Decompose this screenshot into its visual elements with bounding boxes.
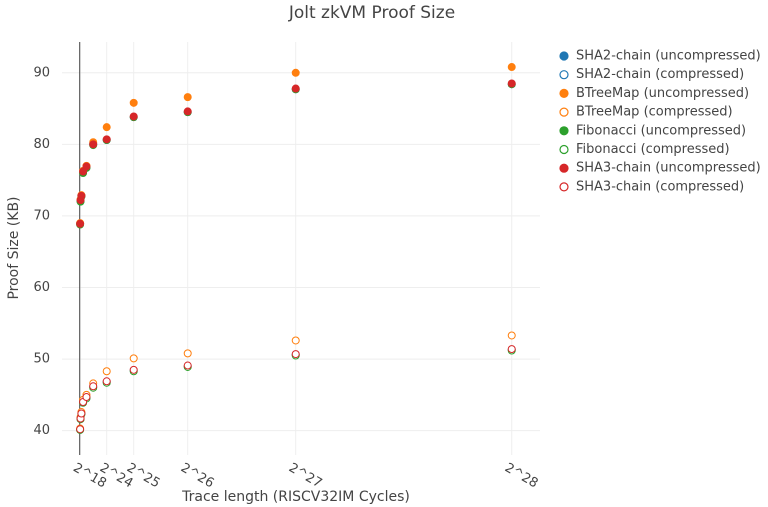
- point: [129, 354, 138, 363]
- point: [183, 107, 192, 116]
- point: [291, 350, 300, 359]
- x-tick-label: 2^27: [286, 461, 324, 492]
- point: [291, 336, 300, 345]
- point: [507, 79, 516, 88]
- point: [102, 135, 111, 144]
- point: [183, 349, 192, 358]
- y-tick-label: 80: [33, 137, 50, 152]
- point: [183, 361, 192, 370]
- point: [82, 393, 91, 402]
- x-tick-label: 2^28: [502, 461, 540, 492]
- x-axis-label: Trace length (RISCV32IM Cycles): [181, 489, 410, 505]
- point: [129, 98, 138, 107]
- point: [102, 367, 111, 376]
- legend-label: BTreeMap (uncompressed): [576, 86, 749, 101]
- legend-marker: [559, 107, 569, 117]
- point: [82, 162, 91, 171]
- legend-marker: [559, 88, 569, 99]
- point: [89, 140, 98, 149]
- point: [102, 123, 111, 132]
- legend-label: SHA2-chain (compressed): [576, 67, 744, 82]
- y-tick-label: 40: [33, 423, 50, 438]
- legend-marker: [559, 182, 569, 192]
- point: [76, 219, 85, 228]
- chart-title: Jolt zkVM Proof Size: [288, 3, 455, 23]
- point: [507, 63, 516, 72]
- legend-label: Fibonacci (compressed): [576, 142, 730, 157]
- point: [183, 93, 192, 102]
- y-tick-label: 60: [33, 280, 50, 295]
- legend-label: BTreeMap (compressed): [576, 105, 733, 120]
- point: [89, 382, 98, 391]
- point: [129, 365, 138, 374]
- point: [507, 345, 516, 354]
- y-tick-label: 90: [33, 65, 50, 80]
- point: [76, 425, 85, 434]
- y-tick-label: 70: [33, 208, 50, 223]
- point: [77, 409, 86, 418]
- y-tick-label: 50: [33, 352, 50, 367]
- legend-marker: [559, 144, 569, 155]
- point: [102, 377, 111, 386]
- legend-label: SHA3-chain (uncompressed): [576, 161, 761, 176]
- legend-marker: [559, 163, 569, 173]
- point: [291, 84, 300, 93]
- point: [129, 112, 138, 121]
- x-tick-label: 2^26: [178, 461, 216, 492]
- legend-marker: [559, 51, 569, 61]
- point: [507, 331, 516, 340]
- legend-marker: [559, 126, 569, 136]
- legend-label: Fibonacci (uncompressed): [576, 123, 746, 138]
- legend-label: SHA3-chain (compressed): [576, 179, 744, 194]
- point: [77, 191, 86, 200]
- legend-marker: [559, 70, 569, 80]
- point: [291, 68, 300, 77]
- y-axis-label: Proof Size (KB): [6, 196, 22, 299]
- legend-label: SHA2-chain (uncompressed): [576, 49, 761, 64]
